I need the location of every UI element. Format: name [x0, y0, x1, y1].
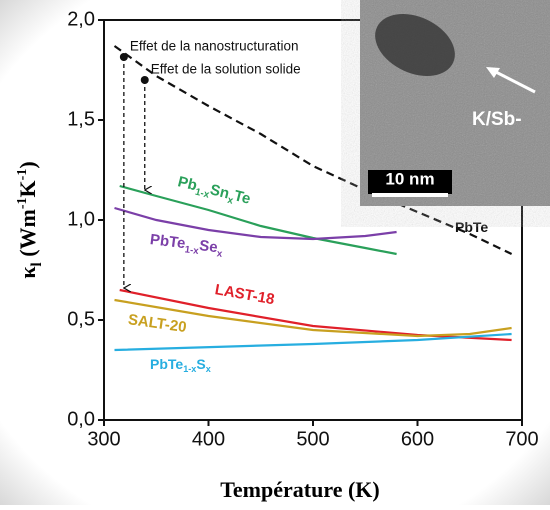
annotation-text: Effet de la solution solide [151, 62, 301, 77]
y-tick-label: 2,0 [67, 8, 95, 30]
x-tick-label: 300 [87, 428, 120, 450]
inset-image: K/Sb- 10 nm [360, 0, 550, 206]
y-tick-label: 0,0 [67, 408, 95, 430]
x-tick-label: 500 [296, 428, 329, 450]
y-tick-label: 1,5 [67, 108, 95, 130]
annotation-point [120, 53, 128, 61]
x-tick-label: 700 [505, 428, 538, 450]
x-tick-label: 600 [401, 428, 434, 450]
inset-label: K/Sb- [472, 109, 522, 130]
chart: 0,00,51,01,52,0300400500600700PbTePb1-xS… [0, 0, 550, 505]
series-label: PbTe1-xSx [150, 356, 211, 375]
x-axis-label: Température (K) [220, 477, 379, 502]
annotation-point [141, 76, 149, 84]
annotation-text: Effet de la nanostructuration [130, 39, 299, 54]
y-tick-label: 0,5 [67, 308, 95, 330]
scale-bar [372, 193, 448, 197]
x-tick-label: 400 [192, 428, 225, 450]
scale-bar-label: 10 nm [385, 169, 434, 188]
y-tick-label: 1,0 [67, 208, 95, 230]
series-label: PbTe [455, 219, 488, 235]
